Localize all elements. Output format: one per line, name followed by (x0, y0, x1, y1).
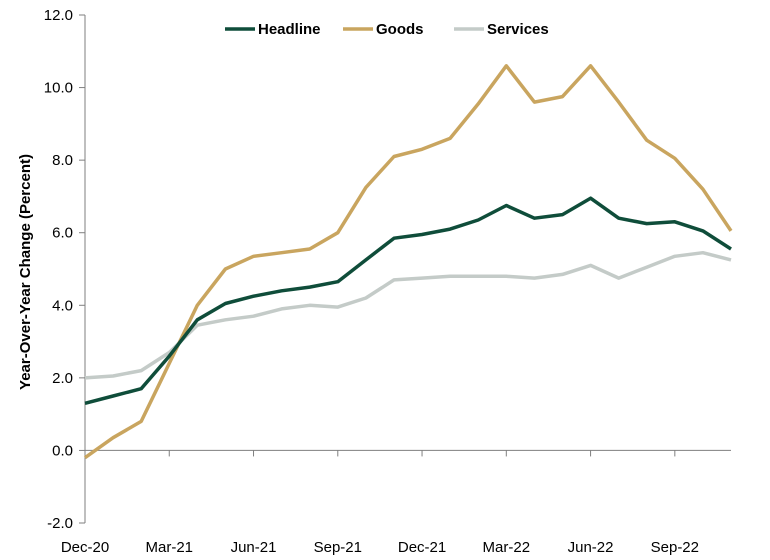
legend-label-goods: Goods (376, 21, 424, 38)
y-tick-label: 10.0 (44, 80, 73, 97)
x-tick-label: Dec-20 (61, 539, 109, 556)
legend: Headline Goods Services (225, 21, 549, 38)
y-axis: -2.0 0.0 2.0 4.0 6.0 8.0 10.0 12.0 (44, 7, 86, 532)
x-tick-label: Sep-21 (314, 539, 362, 556)
y-tick-label: 6.0 (52, 225, 73, 242)
x-tick-label: Mar-22 (483, 539, 531, 556)
y-axis-title: Year-Over-Year Change (Percent) (17, 154, 34, 390)
x-tick-label: Jun-22 (568, 539, 614, 556)
y-tick-label: -2.0 (47, 515, 73, 532)
x-tick-label: Jun-21 (231, 539, 277, 556)
series-lines (83, 64, 733, 460)
y-tick-label: 12.0 (44, 7, 73, 24)
y-tick-label: 8.0 (52, 152, 73, 169)
x-tick-label: Mar-21 (146, 539, 194, 556)
y-tick-label: 4.0 (52, 297, 73, 314)
legend-label-services: Services (487, 21, 549, 38)
x-tick-label: Sep-22 (651, 539, 699, 556)
x-axis: Dec-20 Mar-21 Jun-21 Sep-21 Dec-21 Mar-22 Jun-… (61, 449, 731, 556)
series-line-headline (84, 196, 732, 405)
x-tick-label: Dec-21 (398, 539, 446, 556)
series-line-goods (83, 64, 733, 460)
series-line-services (84, 250, 732, 380)
y-tick-label: 2.0 (52, 370, 73, 387)
legend-label-headline: Headline (258, 21, 321, 38)
y-tick-label: 0.0 (52, 442, 73, 459)
